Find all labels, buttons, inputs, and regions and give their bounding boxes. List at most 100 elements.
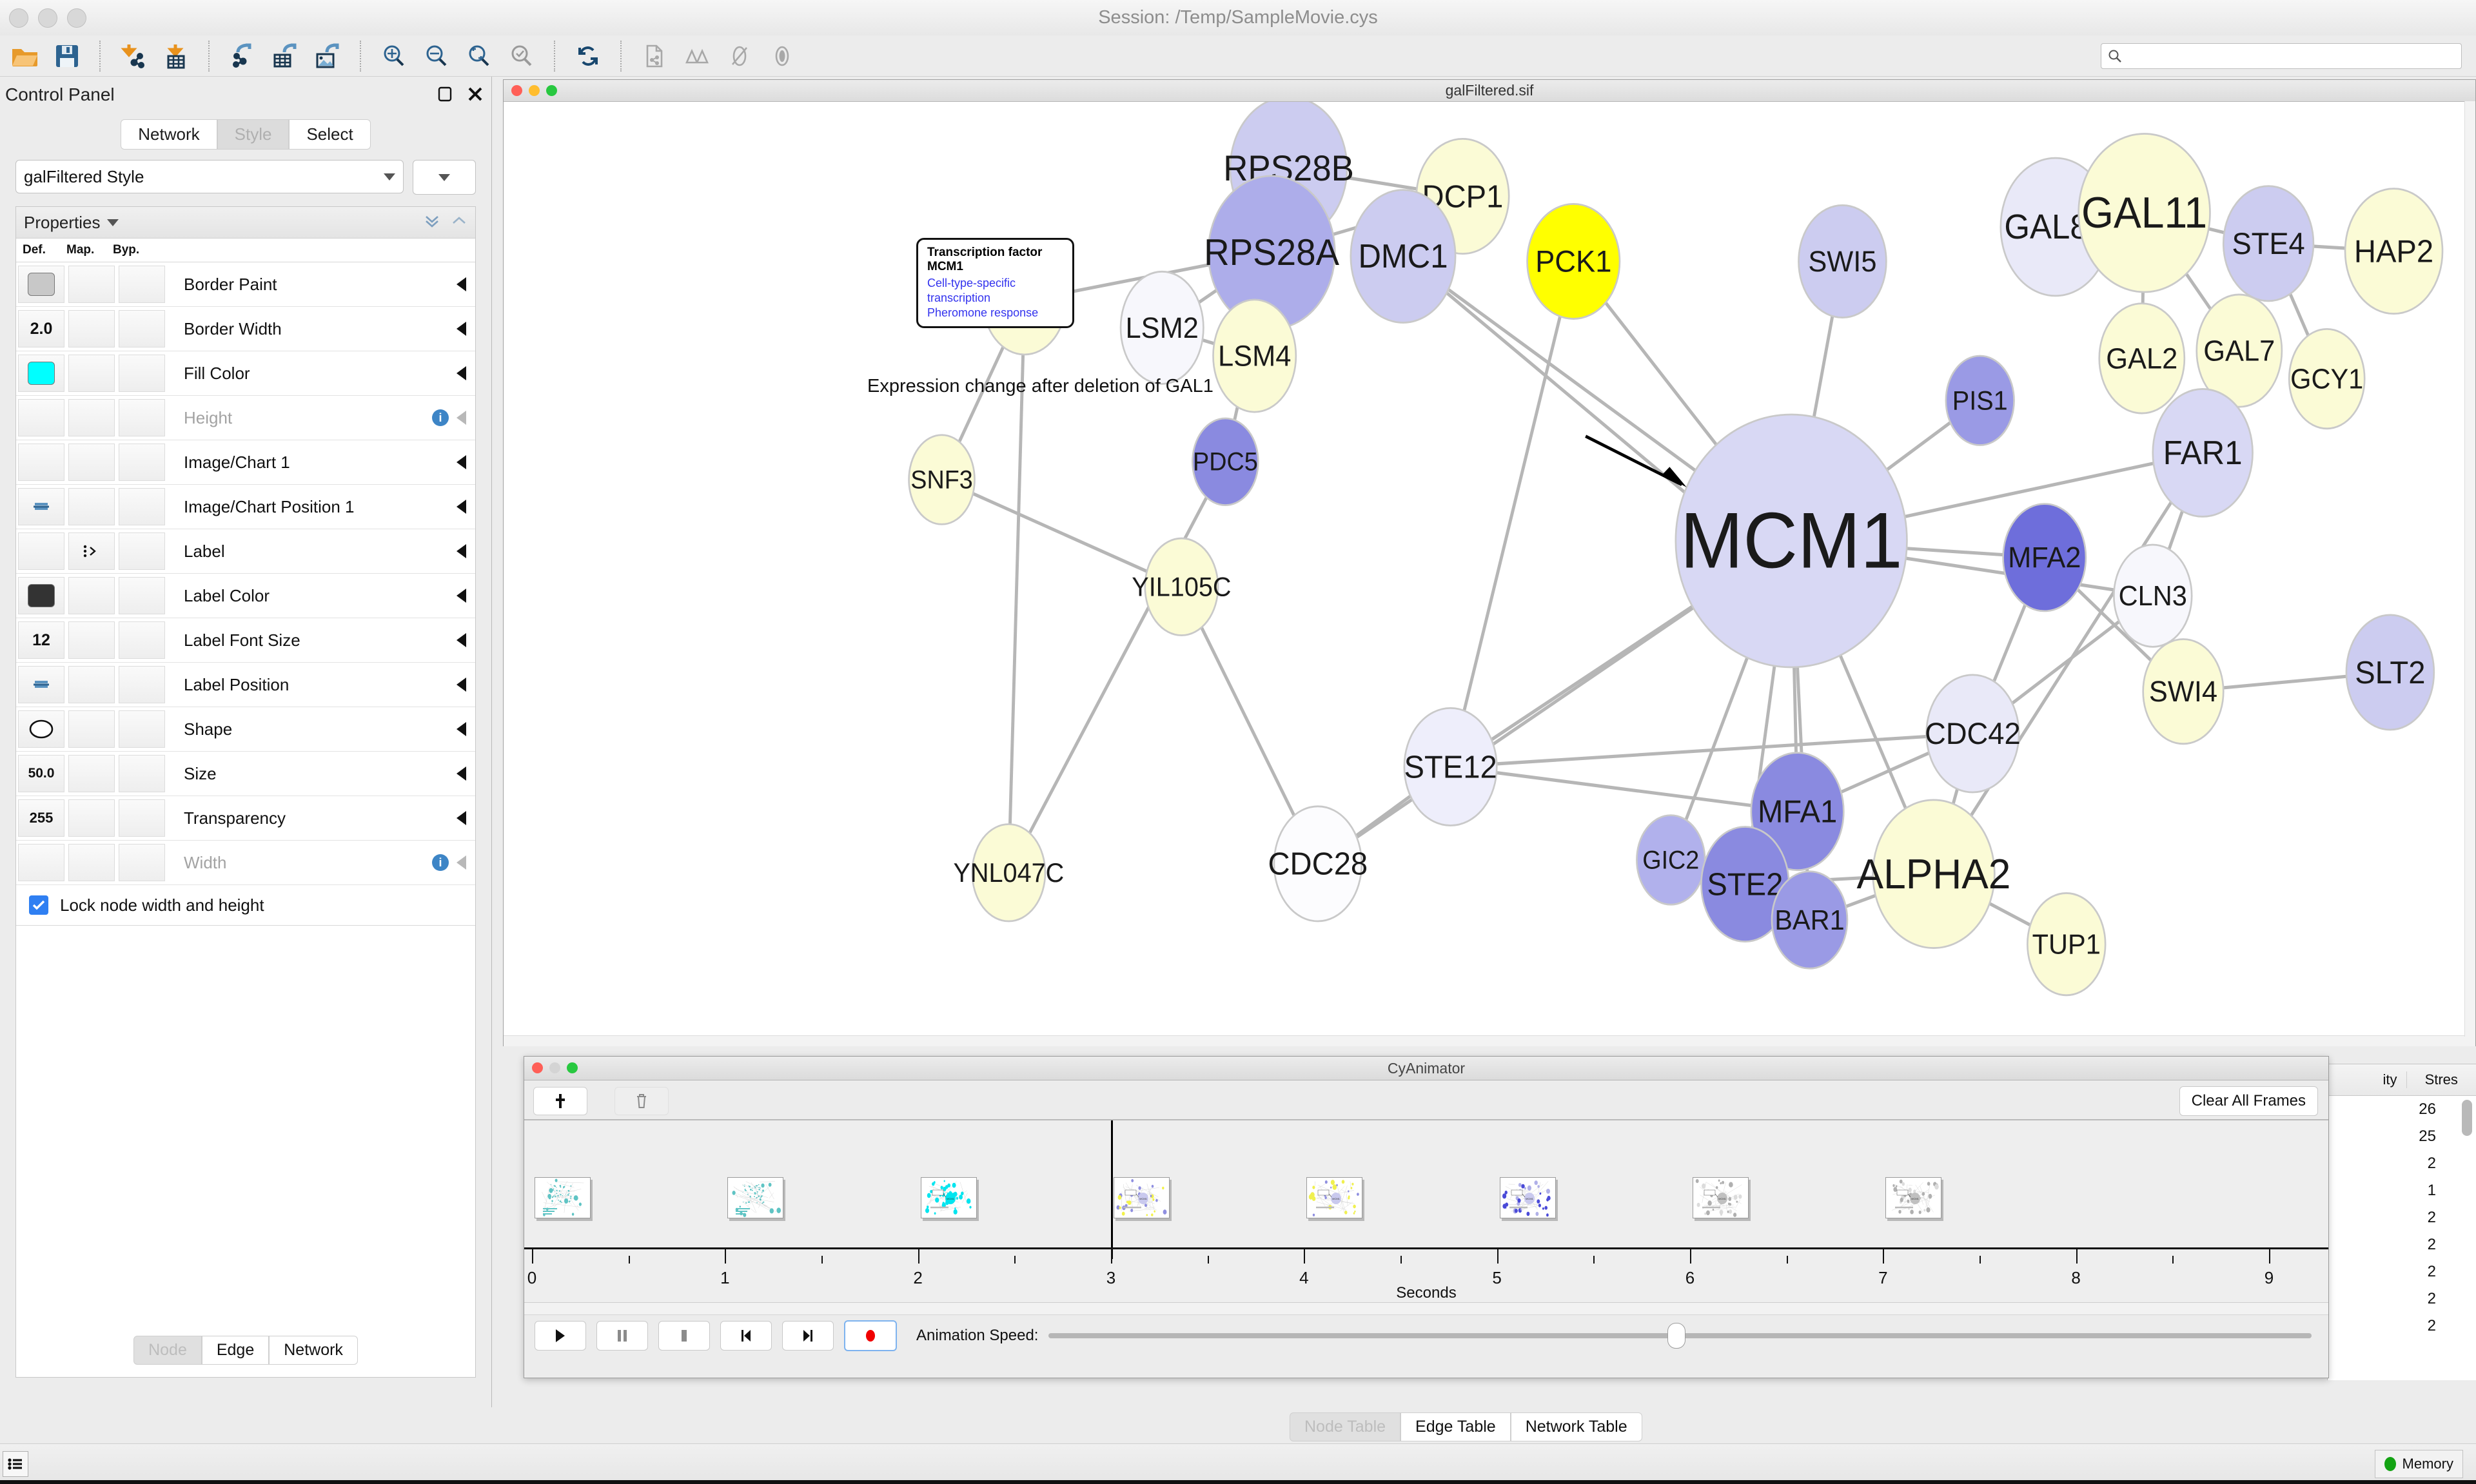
timeline-frame[interactable]: MCM1	[1499, 1177, 1556, 1218]
property-row[interactable]: 255 Transparency	[16, 796, 475, 841]
clear-all-frames-button[interactable]: Clear All Frames	[2179, 1086, 2318, 1116]
zoom-selected-icon[interactable]	[504, 38, 540, 74]
network-node[interactable]: STE2	[1700, 826, 1790, 943]
def-cell[interactable]	[18, 577, 64, 614]
network-node[interactable]: CDC28	[1268, 805, 1368, 923]
lock-size-checkbox[interactable]	[29, 895, 48, 915]
timeline-frame[interactable]	[727, 1177, 784, 1218]
property-row[interactable]: 50.0 Size	[16, 752, 475, 796]
table-row[interactable]: 2	[2427, 1317, 2436, 1334]
network-node[interactable]: GAL7	[2196, 293, 2283, 408]
expand-arrow-icon[interactable]	[457, 322, 466, 336]
byp-cell[interactable]	[119, 355, 165, 392]
hide-nodes-icon[interactable]	[679, 38, 715, 74]
network-node[interactable]: PDC5	[1192, 417, 1259, 506]
network-node[interactable]: SNF3	[908, 434, 976, 525]
column-centrality[interactable]: ity	[2383, 1071, 2397, 1088]
timeline-frame[interactable]	[535, 1177, 591, 1218]
minimize-window-button[interactable]	[38, 8, 57, 28]
search-input[interactable]	[2122, 47, 2461, 65]
network-node[interactable]: PCK1	[1526, 202, 1621, 320]
byp-cell[interactable]	[119, 488, 165, 525]
info-icon[interactable]: i	[432, 409, 449, 426]
expand-arrow-icon[interactable]	[457, 589, 466, 603]
network-node[interactable]: MCM1	[1675, 413, 1908, 669]
tab-network[interactable]: Network	[121, 119, 217, 150]
timeline-frame[interactable]: MCM1	[1885, 1177, 1942, 1218]
network-node[interactable]: SWI4	[2142, 638, 2225, 745]
map-cell[interactable]	[68, 266, 115, 303]
import-table-icon[interactable]	[158, 38, 194, 74]
bottom-tab-edge[interactable]: Edge	[201, 1336, 270, 1365]
expand-arrow-icon[interactable]	[457, 455, 466, 469]
byp-cell[interactable]	[119, 621, 165, 659]
expand-arrow-icon[interactable]	[457, 811, 466, 825]
expand-arrow-icon[interactable]	[457, 500, 466, 514]
expand-arrow-icon[interactable]	[457, 277, 466, 291]
table-row[interactable]: 2	[2427, 1263, 2436, 1280]
search-box[interactable]	[2101, 43, 2462, 69]
property-row[interactable]: Label Position	[16, 663, 475, 707]
save-session-icon[interactable]	[49, 38, 85, 74]
lock-size-row[interactable]: Lock node width and height	[16, 885, 475, 926]
zoom-fit-icon[interactable]	[461, 38, 497, 74]
tab-select[interactable]: Select	[289, 119, 371, 150]
new-network-icon[interactable]	[636, 38, 673, 74]
style-select[interactable]: galFiltered Style	[15, 160, 404, 193]
network-node[interactable]: HAP2	[2344, 188, 2444, 315]
network-node[interactable]: PIS1	[1945, 355, 2015, 446]
network-node[interactable]: RPS28A	[1204, 175, 1340, 330]
show-all-icon[interactable]	[764, 38, 800, 74]
byp-cell[interactable]	[119, 710, 165, 748]
expand-all-icon[interactable]	[424, 213, 440, 233]
window-controls[interactable]	[9, 8, 86, 28]
def-cell[interactable]	[18, 266, 64, 303]
network-node[interactable]: SWI5	[1798, 204, 1887, 318]
property-row[interactable]: 12 Label Font Size	[16, 618, 475, 663]
tab-edge-table[interactable]: Edge Table	[1400, 1412, 1511, 1441]
network-node[interactable]: YNL047C	[953, 823, 1064, 923]
maximize-window-button[interactable]	[67, 8, 86, 28]
expand-arrow-icon[interactable]	[457, 544, 466, 558]
network-node[interactable]: GIC2	[1636, 814, 1706, 906]
float-icon[interactable]	[437, 86, 453, 106]
network-node[interactable]: FAR1	[2152, 388, 2254, 518]
tab-network-table[interactable]: Network Table	[1510, 1412, 1642, 1441]
byp-cell[interactable]	[119, 532, 165, 570]
byp-cell[interactable]	[119, 310, 165, 347]
table-row[interactable]: 1	[2427, 1182, 2436, 1199]
timeline-playhead[interactable]	[1111, 1120, 1113, 1259]
property-row[interactable]: Image/Chart 1	[16, 440, 475, 485]
map-cell[interactable]	[68, 666, 115, 703]
property-row[interactable]: Label Color	[16, 574, 475, 618]
map-cell[interactable]	[68, 532, 115, 570]
timeline-frame[interactable]: MCM1	[1306, 1177, 1363, 1218]
network-node[interactable]: SLT2	[2345, 614, 2435, 731]
bottom-tab-node[interactable]: Node	[133, 1336, 202, 1365]
pause-button[interactable]	[596, 1321, 648, 1351]
export-network-icon[interactable]	[224, 38, 260, 74]
close-icon[interactable]	[467, 86, 484, 106]
map-cell[interactable]	[68, 577, 115, 614]
zoom-in-icon[interactable]	[376, 38, 412, 74]
bottom-tab-network[interactable]: Network	[269, 1336, 358, 1365]
animation-speed-slider[interactable]	[1048, 1322, 2312, 1350]
table-row[interactable]: 25	[2419, 1128, 2436, 1145]
def-cell[interactable]: 2.0	[18, 310, 64, 347]
record-button[interactable]	[844, 1320, 897, 1351]
map-cell[interactable]	[68, 355, 115, 392]
byp-cell[interactable]	[119, 755, 165, 792]
expand-arrow-icon[interactable]	[457, 678, 466, 692]
property-row[interactable]: Fill Color	[16, 351, 475, 396]
network-vscrollbar[interactable]	[2464, 101, 2475, 1037]
def-cell[interactable]: 255	[18, 799, 64, 837]
maximize-cyanimator-button[interactable]	[567, 1062, 578, 1073]
step-forward-button[interactable]	[782, 1321, 834, 1351]
property-row[interactable]: 2.0 Border Width	[16, 307, 475, 351]
property-row[interactable]: Label	[16, 529, 475, 574]
close-network-button[interactable]	[511, 85, 522, 96]
table-row[interactable]: 26	[2419, 1100, 2436, 1118]
network-node[interactable]: LSM2	[1119, 270, 1204, 385]
memory-button[interactable]: Memory	[2374, 1450, 2463, 1478]
network-node[interactable]: ALPHA2	[1857, 799, 2011, 949]
